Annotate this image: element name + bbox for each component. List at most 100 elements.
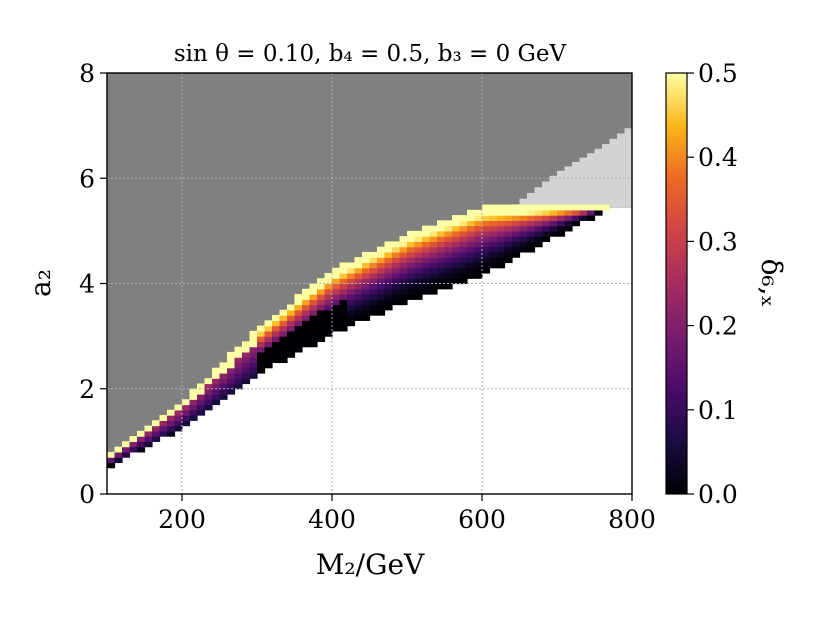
heatmap-cell — [189, 404, 198, 411]
heatmap-cell — [204, 399, 213, 406]
heatmap-cell — [377, 257, 386, 264]
heatmap-cell — [212, 399, 221, 406]
heatmap-cell — [527, 241, 536, 248]
heatmap-cell — [467, 272, 476, 279]
heatmap-cell — [369, 267, 378, 274]
heatmap-cell — [174, 420, 183, 427]
heatmap-cell — [572, 209, 581, 216]
heatmap-cell — [347, 309, 356, 316]
heatmap-cell — [309, 283, 318, 290]
heatmap-cell — [444, 262, 453, 269]
excluded-region-cell — [219, 73, 228, 365]
heatmap-cell — [362, 267, 371, 274]
colorbar-tick-label: 0.3 — [698, 227, 738, 256]
heatmap-cell — [189, 388, 198, 395]
heatmap-cell — [459, 267, 468, 274]
excluded-region-cell — [197, 73, 206, 387]
heatmap-cell — [407, 230, 416, 237]
heatmap-cell — [107, 457, 116, 464]
heatmap-cell — [302, 330, 311, 337]
heatmap-cell — [362, 288, 371, 295]
heatmap-cell — [497, 204, 506, 211]
excluded-region-cell — [309, 73, 318, 289]
heatmap-cell — [287, 341, 296, 348]
heatmap-cell — [347, 262, 356, 269]
heatmap-cell — [467, 241, 476, 248]
heatmap-cell — [294, 336, 303, 342]
heatmap-cell — [519, 215, 528, 221]
heatmap-cell — [512, 215, 521, 221]
heatmap-cell — [369, 288, 378, 295]
heatmap-cell — [257, 357, 266, 364]
heatmap-cell — [474, 246, 483, 253]
heatmap-cell — [542, 215, 551, 221]
heatmap-cell — [369, 272, 378, 279]
heatmap-cell — [437, 278, 446, 285]
heatmap-cell — [512, 236, 521, 242]
heatmap-cell — [527, 225, 536, 232]
heatmap-cell — [444, 236, 453, 242]
heatmap-cell — [294, 299, 303, 306]
heatmap-cell — [392, 241, 401, 248]
heatmap-cell — [332, 278, 341, 285]
heatmap-cell — [467, 246, 476, 253]
heatmap-cell — [557, 215, 566, 221]
excluded-region-cell — [174, 73, 183, 408]
heatmap-cell — [594, 209, 603, 216]
heatmap-cell — [474, 209, 483, 216]
heatmap-cell — [512, 204, 521, 211]
heatmap-cell — [272, 325, 281, 332]
heatmap-cell — [467, 262, 476, 269]
heatmap-cell — [234, 346, 243, 353]
heatmap-cell — [579, 204, 588, 211]
heatmap-cell — [489, 262, 498, 269]
heatmap-cell — [519, 225, 528, 232]
heatmap-cell — [549, 204, 558, 211]
excluded-region-cell — [369, 73, 378, 254]
heatmap-cell — [564, 209, 573, 216]
heatmap-cell — [399, 236, 408, 242]
heatmap-cell — [422, 267, 431, 274]
heatmap-cell — [474, 262, 483, 269]
heatmap-cell — [332, 272, 341, 279]
heatmap-cell — [339, 294, 348, 300]
heatmap-cell — [422, 241, 431, 248]
x-tick-label: 400 — [308, 505, 356, 534]
heatmap-cell — [279, 309, 288, 316]
excluded-light-cell — [587, 153, 596, 208]
heatmap-cell — [527, 220, 536, 227]
x-tick-label: 200 — [158, 505, 206, 534]
heatmap-cell — [504, 209, 513, 216]
heatmap-cell — [467, 251, 476, 258]
heatmap-cell — [564, 225, 573, 232]
heatmap-cell — [452, 257, 461, 264]
heatmap-cell — [249, 341, 258, 348]
colorbar-gradient — [665, 72, 688, 495]
heatmap-cell — [414, 241, 423, 248]
heatmap-cell — [242, 341, 251, 348]
x-ticks: 200 400 600 800 — [158, 494, 656, 534]
excluded-region-cell — [399, 73, 408, 239]
heatmap-cell — [212, 378, 221, 385]
heatmap-cell — [317, 336, 326, 342]
heatmap-cell — [362, 278, 371, 285]
heatmap-cell — [369, 283, 378, 290]
excluded-region-cell — [474, 73, 483, 212]
heatmap-cell — [129, 446, 138, 453]
excluded-region-cell — [332, 73, 341, 272]
heatmap-cell — [242, 372, 251, 379]
heatmap-cell — [414, 272, 423, 279]
heatmap-cell — [354, 272, 363, 279]
heatmap-cell — [452, 272, 461, 279]
heatmap-cell — [309, 320, 318, 327]
heatmap-cell — [317, 309, 326, 316]
excluded-region-cell — [467, 73, 476, 215]
heatmap-cell — [227, 351, 236, 358]
heatmap-cell — [317, 315, 326, 321]
heatmap-cell — [317, 288, 326, 295]
excluded-light-cell — [624, 128, 632, 208]
heatmap-cell — [272, 357, 281, 364]
heatmap-cell — [557, 209, 566, 216]
heatmap-cell — [497, 257, 506, 264]
heatmap-cell — [384, 241, 393, 248]
